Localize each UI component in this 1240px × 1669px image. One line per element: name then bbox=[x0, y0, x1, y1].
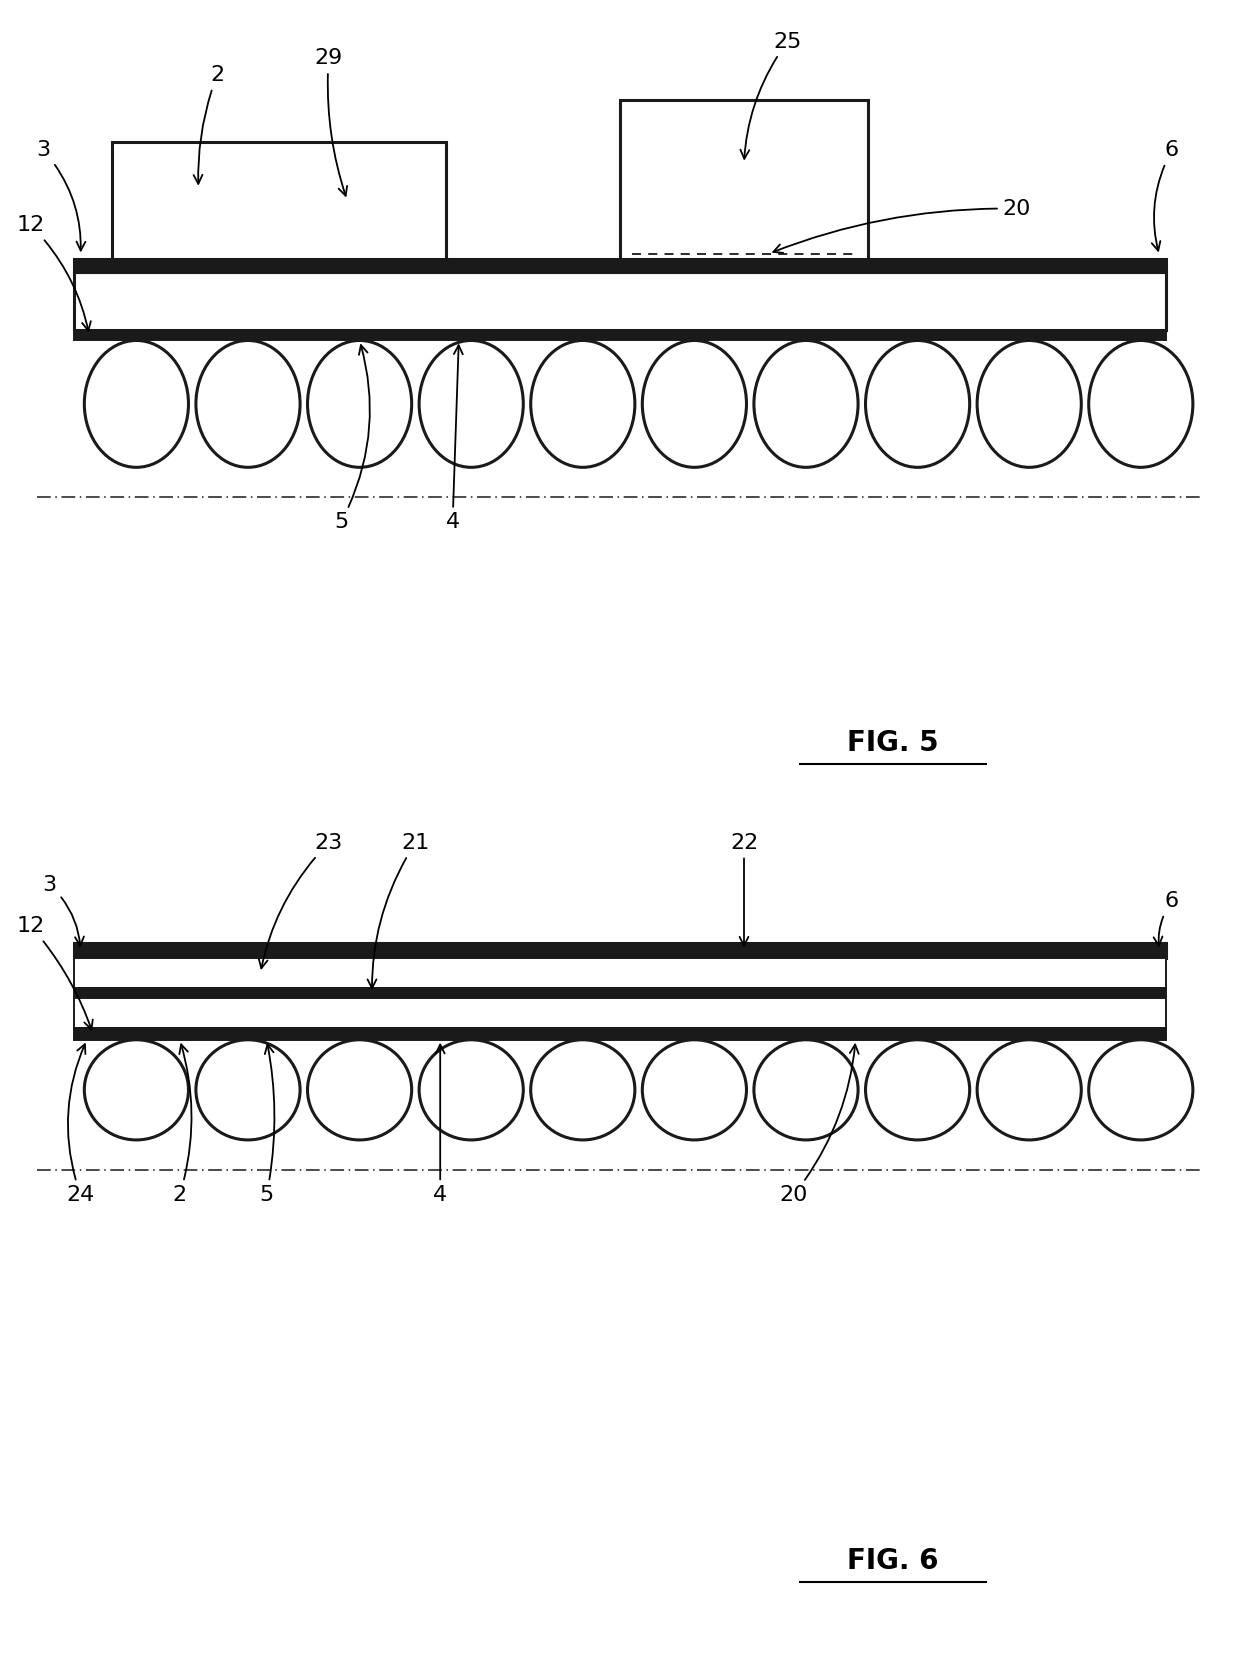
Text: 4: 4 bbox=[445, 345, 463, 532]
Ellipse shape bbox=[977, 340, 1081, 467]
Text: 24: 24 bbox=[67, 1045, 94, 1205]
Text: 6: 6 bbox=[1152, 140, 1179, 250]
Text: 25: 25 bbox=[740, 32, 801, 159]
Bar bbox=[74, 943, 1166, 958]
Bar bbox=[74, 998, 1166, 1028]
Ellipse shape bbox=[419, 340, 523, 467]
Bar bbox=[74, 958, 1166, 988]
Ellipse shape bbox=[642, 340, 746, 467]
Ellipse shape bbox=[84, 1040, 188, 1140]
Text: 5: 5 bbox=[334, 345, 370, 532]
Text: 3: 3 bbox=[42, 875, 84, 946]
Text: 29: 29 bbox=[315, 48, 347, 195]
Text: 20: 20 bbox=[774, 199, 1030, 252]
Ellipse shape bbox=[866, 340, 970, 467]
Ellipse shape bbox=[419, 1040, 523, 1140]
Ellipse shape bbox=[642, 1040, 746, 1140]
Ellipse shape bbox=[754, 340, 858, 467]
Text: 22: 22 bbox=[730, 833, 758, 946]
Text: 23: 23 bbox=[259, 833, 342, 968]
Text: 12: 12 bbox=[17, 916, 93, 1030]
Ellipse shape bbox=[308, 340, 412, 467]
Bar bbox=[74, 330, 1166, 340]
Text: 12: 12 bbox=[17, 215, 91, 330]
Text: FIG. 6: FIG. 6 bbox=[847, 1547, 939, 1574]
Bar bbox=[74, 988, 1166, 998]
Ellipse shape bbox=[1089, 1040, 1193, 1140]
Bar bbox=[74, 272, 1166, 330]
Ellipse shape bbox=[1089, 340, 1193, 467]
Bar bbox=[112, 142, 446, 259]
Ellipse shape bbox=[977, 1040, 1081, 1140]
Text: 2: 2 bbox=[193, 65, 224, 184]
Ellipse shape bbox=[531, 1040, 635, 1140]
Bar bbox=[74, 259, 1166, 272]
Ellipse shape bbox=[196, 340, 300, 467]
Text: 6: 6 bbox=[1153, 891, 1179, 946]
Text: 3: 3 bbox=[36, 140, 86, 250]
Ellipse shape bbox=[84, 340, 188, 467]
Text: FIG. 5: FIG. 5 bbox=[847, 729, 939, 756]
Bar bbox=[446, 262, 620, 272]
Text: 5: 5 bbox=[259, 1045, 274, 1205]
Ellipse shape bbox=[196, 1040, 300, 1140]
Text: 21: 21 bbox=[367, 833, 429, 988]
Text: 2: 2 bbox=[172, 1045, 191, 1205]
Ellipse shape bbox=[754, 1040, 858, 1140]
Text: 4: 4 bbox=[433, 1045, 448, 1205]
Ellipse shape bbox=[531, 340, 635, 467]
Bar bbox=[620, 100, 868, 259]
Ellipse shape bbox=[866, 1040, 970, 1140]
Text: 20: 20 bbox=[780, 1045, 859, 1205]
Ellipse shape bbox=[308, 1040, 412, 1140]
Bar bbox=[74, 1028, 1166, 1040]
